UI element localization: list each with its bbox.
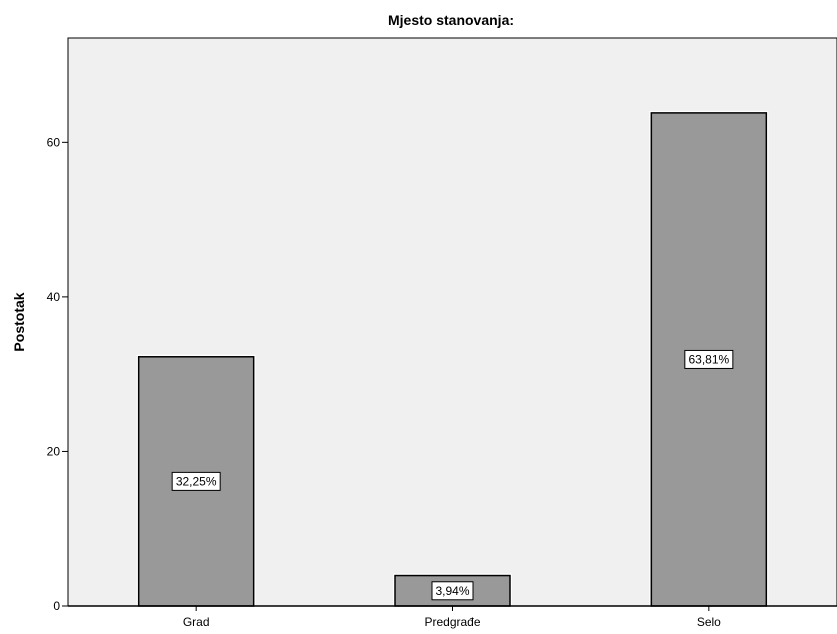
data-label-box xyxy=(684,349,734,369)
y-axis: 0 20 40 60 xyxy=(47,38,69,613)
y-tick-label: 20 xyxy=(47,444,61,458)
y-tick-label: 60 xyxy=(47,135,61,149)
data-label: 3,94% xyxy=(435,584,469,598)
x-axis: Grad Predgrađe Selo xyxy=(68,605,837,629)
y-tick-label: 0 xyxy=(53,599,60,613)
data-label-box xyxy=(431,581,474,601)
chart-title: Mjesto stanovanja: xyxy=(388,12,514,28)
bars-group: 32,25% 3,94% 63,81% xyxy=(136,110,769,607)
x-tick-label: Predgrađe xyxy=(424,615,480,629)
y-axis-label: Postotak xyxy=(11,292,27,351)
y-tick-label: 40 xyxy=(47,290,61,304)
x-tick-label: Grad xyxy=(183,615,210,629)
data-label: 63,81% xyxy=(688,352,729,366)
data-label-box xyxy=(171,471,221,491)
data-label: 32,25% xyxy=(176,474,217,488)
x-tick-label: Selo xyxy=(697,615,721,629)
